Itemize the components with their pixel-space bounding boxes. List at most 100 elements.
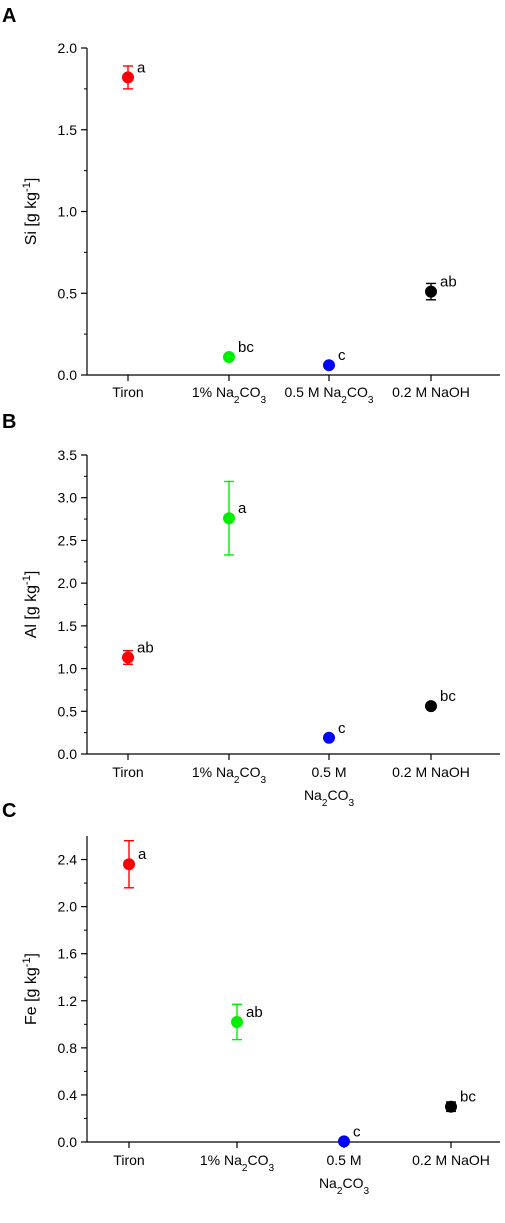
label-text: 0.5 M — [326, 1152, 361, 1168]
y-tick-label: 2.0 — [58, 40, 78, 56]
y-axis-label: Si [g kg-1] — [21, 178, 40, 246]
chart-panel-c: C 0.0 0.4 0.8 1.2 1.6 2.0 2.4 Fe [g kg-1] Tiron 1%… — [2, 800, 500, 1197]
label-text: Tiron — [112, 764, 143, 780]
y-tick-label: 1.6 — [58, 946, 78, 962]
x-tick-label: Na2CO3 — [319, 1175, 370, 1197]
subscript: 2 — [341, 395, 347, 406]
label-text: Fe [g kg — [23, 967, 40, 1025]
significance-label: c — [338, 720, 346, 737]
y-tick-label: 1.2 — [58, 993, 78, 1009]
x-tick-label: 0.2 M NaOH — [412, 1152, 490, 1168]
x-tick-label: 0.2 M NaOH — [392, 764, 470, 780]
data-point — [323, 731, 335, 744]
y-axis-label: Fe [g kg-1] — [21, 953, 40, 1025]
label-text: Al [g kg — [23, 585, 40, 638]
chart-panel-a: A0.00.51.01.52.0Si [g kg-1]Tiron 1% Na2CO… — [2, 5, 500, 406]
label-text: ] — [23, 953, 40, 957]
y-tick-label: 0.0 — [58, 367, 78, 383]
x-tick-label: Tiron — [112, 764, 143, 780]
label-text: 0.2 M NaOH — [392, 384, 470, 400]
data-point — [122, 651, 134, 664]
x-tick-label: Tiron — [112, 384, 143, 400]
label-text: 0.5 M — [311, 764, 346, 780]
significance-label: a — [137, 59, 146, 76]
x-tick-label: 0.5 M Na2CO3 — [284, 384, 373, 406]
x-tick-label: 0.2 M NaOH — [392, 384, 470, 400]
superscript: -1 — [21, 957, 33, 967]
label-text: Na — [319, 1175, 337, 1191]
significance-label: c — [353, 1123, 361, 1140]
label-text: CO — [248, 1152, 269, 1168]
label-text: 1% Na — [192, 764, 234, 780]
x-tick-label: 0.5 M — [326, 1152, 361, 1168]
label-text: 0.5 M Na — [284, 384, 341, 400]
y-axis-label: Al [g kg-1] — [21, 571, 40, 639]
subscript: 3 — [261, 395, 267, 406]
x-tick-label: Tiron — [113, 1152, 144, 1168]
label-text: 0.2 M NaOH — [412, 1152, 490, 1168]
significance-label: ab — [246, 1004, 263, 1021]
subscript: 2 — [337, 1186, 343, 1197]
x-tick-label: 1% Na2CO3 — [192, 384, 267, 406]
y-tick-label: 0.0 — [58, 746, 78, 762]
x-tick-label: 1% Na2CO3 — [200, 1152, 275, 1174]
panel-letter: B — [2, 411, 16, 433]
chart-panel-b: B 0.0 0.5 1.0 1.5 2.0 2.5 3.0 3.5 Al [g kg-1] Tiro… — [2, 411, 500, 809]
panel-letter: A — [2, 5, 16, 27]
data-point — [223, 351, 235, 364]
label-text: CO — [240, 384, 261, 400]
y-tick-label: 1.0 — [58, 204, 78, 220]
y-tick-label: 0.5 — [58, 285, 78, 301]
label-text: CO — [347, 384, 368, 400]
significance-label: c — [338, 347, 346, 364]
superscript: -1 — [21, 575, 33, 585]
subscript: 2 — [234, 775, 240, 786]
x-tick-label: 0.5 M — [311, 764, 346, 780]
label-text: Tiron — [113, 1152, 144, 1168]
y-tick-label: 2.4 — [58, 852, 78, 868]
y-tick-label: 1.5 — [58, 122, 78, 138]
data-point — [338, 1135, 350, 1148]
data-point — [425, 285, 437, 298]
label-text: CO — [342, 1175, 363, 1191]
significance-label: ab — [137, 639, 154, 656]
label-text: ] — [23, 571, 40, 575]
subscript: 3 — [368, 395, 374, 406]
subscript: 2 — [322, 798, 328, 809]
x-tick-label: Na2CO3 — [304, 787, 355, 809]
label-text: CO — [327, 787, 348, 803]
y-tick-label: 1.5 — [58, 618, 78, 634]
label-text: Na — [304, 787, 322, 803]
significance-label: a — [138, 846, 147, 863]
y-tick-label: 0.8 — [58, 1040, 78, 1056]
label-text: 1% Na — [192, 384, 234, 400]
y-tick-label: 3.5 — [58, 447, 78, 463]
data-point — [425, 700, 437, 713]
label-text: 0.2 M NaOH — [392, 764, 470, 780]
y-tick-label: 0.5 — [58, 703, 78, 719]
data-point — [323, 359, 335, 372]
subscript: 2 — [234, 395, 240, 406]
subscript: 3 — [269, 1163, 275, 1174]
subscript: 3 — [348, 798, 354, 809]
subscript: 2 — [242, 1163, 248, 1174]
significance-label: bc — [460, 1089, 476, 1106]
significance-label: a — [238, 500, 247, 517]
data-point — [223, 512, 235, 525]
y-tick-label: 1.0 — [58, 661, 78, 677]
panel-letter: C — [2, 800, 16, 822]
data-point — [122, 71, 134, 84]
label-text: 1% Na — [200, 1152, 242, 1168]
y-tick-label: 2.5 — [58, 532, 78, 548]
data-point — [445, 1100, 457, 1113]
significance-label: bc — [238, 339, 254, 356]
y-tick-label: 0.4 — [58, 1087, 78, 1103]
subscript: 3 — [261, 775, 267, 786]
superscript: -1 — [21, 182, 33, 192]
data-point — [123, 858, 135, 871]
y-tick-label: 3.0 — [58, 490, 78, 506]
label-text: Tiron — [112, 384, 143, 400]
y-tick-label: 2.0 — [58, 899, 78, 915]
significance-label: ab — [440, 274, 457, 291]
